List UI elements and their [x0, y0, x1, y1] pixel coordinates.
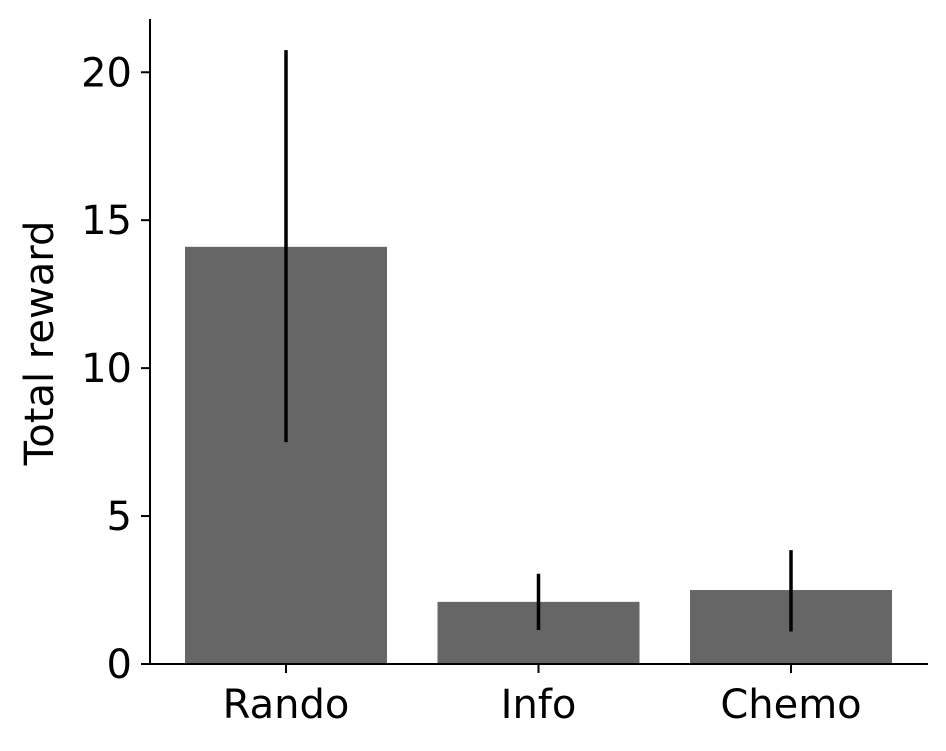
- y-tick-label-10: 10: [81, 346, 132, 392]
- y-tick-label-5: 5: [107, 494, 132, 540]
- y-tick-label-0: 0: [107, 642, 132, 688]
- y-tick-label-15: 15: [81, 198, 132, 244]
- y-axis-label: Total reward: [17, 221, 63, 467]
- x-tick-label-rando: Rando: [223, 682, 350, 728]
- error-bars-layer: [284, 50, 793, 632]
- y-ticks-layer: 0 5 10 15 20: [81, 50, 150, 688]
- x-tick-label-chemo: Chemo: [720, 682, 861, 728]
- x-tick-label-info: Info: [501, 682, 577, 728]
- x-ticks-layer: Rando Info Chemo: [223, 664, 862, 728]
- y-tick-label-20: 20: [81, 50, 132, 96]
